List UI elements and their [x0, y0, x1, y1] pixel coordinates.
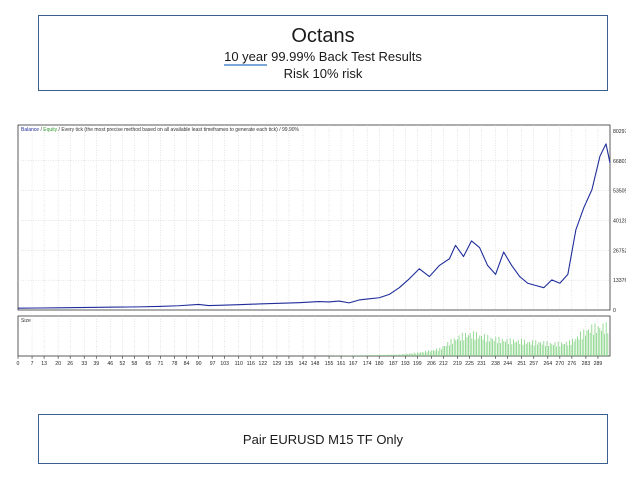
- x-tick-label: 20: [55, 361, 61, 367]
- x-tick-label: 97: [210, 361, 216, 367]
- x-tick-label: 142: [299, 361, 308, 367]
- x-tick-label: 148: [311, 361, 320, 367]
- report-title: Octans: [291, 25, 355, 47]
- x-tick-label: 0: [17, 361, 20, 367]
- x-tick-label: 276: [568, 361, 577, 367]
- x-tick-label: 155: [325, 361, 334, 367]
- x-tick-label: 206: [427, 361, 436, 367]
- x-tick-label: 71: [158, 361, 164, 367]
- x-tick-label: 289: [594, 361, 603, 367]
- x-tick-label: 251: [517, 361, 526, 367]
- main-plot-frame: [17, 124, 611, 311]
- backtest-chart: 8029706680155350524012892675261337630071…: [14, 121, 626, 371]
- x-tick-label: 231: [477, 361, 486, 367]
- x-tick-label: 84: [184, 361, 190, 367]
- x-tick-label: 26: [67, 361, 73, 367]
- x-tick-label: 193: [401, 361, 410, 367]
- x-tick-label: 103: [220, 361, 229, 367]
- y-tick-label: 267526: [613, 248, 626, 254]
- x-tick-label: 238: [491, 361, 500, 367]
- x-tick-label: 180: [375, 361, 384, 367]
- x-tick-label: 283: [582, 361, 591, 367]
- legend-separator: /: [57, 127, 61, 133]
- y-tick-label: 133763: [613, 278, 626, 284]
- footer-box: Pair EURUSD M15 TF Only: [38, 414, 608, 464]
- x-tick-label: 187: [389, 361, 398, 367]
- x-tick-label: 135: [285, 361, 294, 367]
- x-tick-label: 52: [119, 361, 125, 367]
- subtitle-rest-text: 99.99% Back Test Results: [267, 49, 422, 64]
- x-tick-label: 122: [258, 361, 267, 367]
- x-tick-label: 244: [503, 361, 512, 367]
- subtitle-underlined-text: 10 year: [224, 49, 268, 66]
- x-tick-label: 116: [247, 361, 255, 367]
- x-tick-label: 7: [31, 361, 34, 367]
- pair-info-text: Pair EURUSD M15 TF Only: [242, 432, 404, 447]
- x-tick-label: 270: [556, 361, 565, 367]
- legend-equity-label: Equity: [43, 127, 57, 133]
- x-tick-label: 219: [453, 361, 462, 367]
- balance-line: [17, 143, 611, 309]
- x-tick-label: 225: [465, 361, 474, 367]
- legend-separator: /: [39, 127, 43, 133]
- backtest-chart-svg: 8029706680155350524012892675261337630071…: [17, 124, 626, 367]
- risk-line: Risk 10% risk: [283, 66, 363, 81]
- title-box: Octans 10 year 99.99% Back Test Results …: [38, 15, 608, 91]
- size-panel-label: Size: [21, 318, 31, 324]
- x-tick-label: 167: [349, 361, 358, 367]
- report-subtitle: 10 year 99.99% Back Test Results: [39, 48, 607, 66]
- x-tick-label: 65: [146, 361, 152, 367]
- x-tick-label: 257: [529, 361, 538, 367]
- x-tick-label: 212: [439, 361, 448, 367]
- y-tick-label: 668015: [613, 159, 626, 165]
- y-tick-label: 0: [613, 308, 616, 314]
- x-tick-label: 78: [172, 361, 178, 367]
- x-tick-label: 174: [363, 361, 372, 367]
- y-tick-label: 802970: [613, 129, 626, 135]
- x-tick-label: 161: [337, 361, 346, 367]
- x-tick-label: 110: [235, 361, 243, 367]
- x-tick-label: 13: [41, 361, 47, 367]
- x-tick-label: 90: [196, 361, 202, 367]
- x-tick-label: 39: [93, 361, 99, 367]
- x-tick-label: 33: [81, 361, 87, 367]
- y-tick-label: 401289: [613, 219, 626, 225]
- legend-balance-label: Balance: [21, 127, 39, 133]
- chart-legend: Balance / Equity / Every tick (the most …: [21, 127, 299, 133]
- x-tick-label: 58: [132, 361, 138, 367]
- size-plot-frame: [17, 315, 611, 357]
- x-tick-label: 199: [413, 361, 422, 367]
- x-tick-label: 264: [543, 361, 552, 367]
- x-tick-label: 129: [273, 361, 282, 367]
- x-tick-label: 46: [107, 361, 113, 367]
- legend-note: Every tick (the most precise method base…: [61, 127, 299, 133]
- y-tick-label: 535052: [613, 189, 626, 195]
